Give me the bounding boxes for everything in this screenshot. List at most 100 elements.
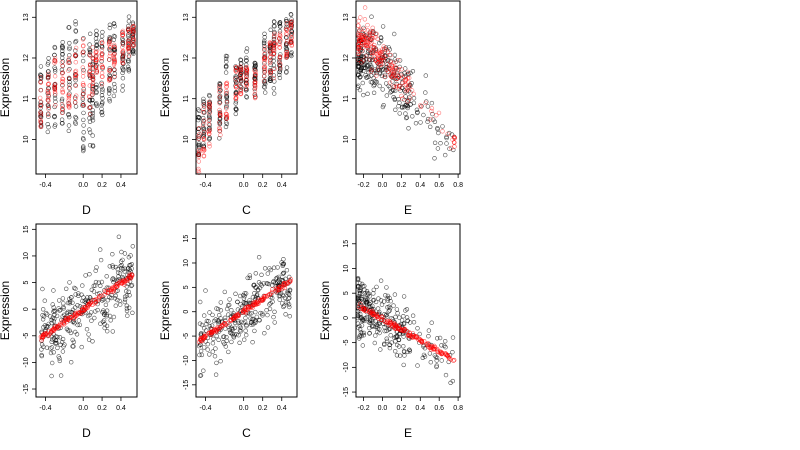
observed-point bbox=[227, 297, 232, 302]
observed-point bbox=[263, 90, 268, 95]
observed-point bbox=[224, 59, 229, 64]
fitted-point bbox=[38, 80, 43, 85]
fitted-point bbox=[268, 54, 273, 60]
observed-point bbox=[229, 339, 234, 345]
observed-point bbox=[372, 340, 377, 346]
observed-point bbox=[90, 110, 96, 116]
y-tick-label: 15 bbox=[343, 240, 350, 248]
fitted-point bbox=[278, 62, 283, 67]
fitted-point bbox=[87, 94, 92, 100]
observed-point bbox=[81, 67, 86, 73]
fitted-point bbox=[272, 66, 277, 72]
observed-point bbox=[98, 321, 103, 326]
observed-point bbox=[58, 373, 64, 378]
fitted-point bbox=[66, 56, 72, 61]
observed-point bbox=[262, 266, 268, 271]
fitted-point bbox=[360, 307, 365, 312]
observed-point bbox=[126, 255, 132, 260]
fitted-point bbox=[120, 60, 126, 66]
observed-point bbox=[73, 286, 78, 291]
observed-point bbox=[278, 67, 283, 72]
fitted-point bbox=[452, 144, 457, 149]
fitted-point bbox=[369, 67, 374, 72]
observed-point bbox=[120, 75, 126, 81]
fitted-point bbox=[440, 129, 445, 134]
y-tick-label: -10 bbox=[23, 357, 30, 367]
fitted-point bbox=[81, 307, 87, 313]
observed-point bbox=[435, 336, 440, 341]
observed-point bbox=[262, 79, 267, 84]
observed-point bbox=[221, 334, 226, 340]
observed-point bbox=[68, 360, 74, 365]
fitted-point bbox=[66, 92, 71, 98]
observed-point bbox=[242, 337, 247, 342]
fitted-point bbox=[73, 45, 79, 51]
fitted-point bbox=[103, 289, 109, 295]
fitted-point bbox=[244, 72, 249, 77]
fitted-point bbox=[66, 104, 72, 109]
observed-point bbox=[397, 58, 403, 63]
fitted-point bbox=[59, 106, 65, 112]
fitted-point bbox=[60, 83, 65, 88]
x-tick-label: 0.4 bbox=[277, 405, 287, 412]
observed-point bbox=[244, 58, 249, 63]
observed-point bbox=[87, 47, 92, 52]
observed-point bbox=[429, 320, 434, 325]
fitted-point bbox=[429, 106, 435, 111]
fitted-point bbox=[218, 325, 224, 330]
fitted-point bbox=[196, 339, 202, 345]
observed-point bbox=[94, 84, 99, 90]
observed-point bbox=[362, 291, 367, 296]
observed-point bbox=[227, 330, 233, 335]
observed-point bbox=[262, 85, 267, 90]
observed-point bbox=[360, 343, 365, 348]
observed-point bbox=[54, 313, 60, 319]
observed-point bbox=[405, 318, 410, 323]
fitted-point bbox=[107, 57, 112, 62]
observed-point bbox=[122, 299, 128, 305]
observed-point bbox=[435, 146, 441, 151]
observed-point bbox=[90, 115, 95, 121]
observed-point bbox=[212, 354, 218, 359]
observed-point bbox=[231, 335, 237, 340]
observed-point bbox=[274, 275, 280, 280]
fitted-point bbox=[219, 322, 225, 328]
fitted-point bbox=[80, 82, 86, 88]
observed-point bbox=[252, 64, 257, 70]
observed-point bbox=[383, 313, 389, 318]
observed-point bbox=[107, 97, 112, 102]
observed-point bbox=[363, 295, 369, 301]
fitted-point bbox=[125, 45, 131, 50]
observed-point bbox=[289, 53, 294, 59]
panel-5: -0.4 0.0 0.2 0.4 -15 -10 -5 0 5 10 15 C Expression bbox=[158, 223, 298, 440]
observed-point bbox=[126, 14, 132, 19]
fitted-point bbox=[217, 101, 222, 106]
y-tick-label: -10 bbox=[343, 362, 350, 372]
fitted-point bbox=[90, 84, 96, 90]
fitted-point bbox=[107, 76, 113, 81]
observed-point bbox=[267, 306, 273, 312]
observed-point bbox=[444, 135, 449, 141]
fitted-point bbox=[262, 64, 267, 70]
observed-point bbox=[196, 126, 201, 132]
x-tick-label: 0.0 bbox=[378, 405, 388, 412]
fitted-point bbox=[405, 87, 410, 93]
observed-point bbox=[198, 332, 204, 337]
x-tick-label: 0.2 bbox=[97, 182, 107, 189]
fitted-point bbox=[375, 36, 380, 41]
observed-point bbox=[110, 277, 115, 282]
observed-point bbox=[244, 55, 249, 60]
observed-point bbox=[73, 121, 78, 126]
observed-point bbox=[428, 360, 433, 365]
observed-point bbox=[87, 115, 92, 121]
observed-point bbox=[411, 95, 417, 101]
observed-point bbox=[235, 299, 240, 304]
fitted-point bbox=[66, 100, 71, 106]
fitted-point bbox=[100, 65, 105, 70]
fitted-point bbox=[38, 103, 43, 109]
observed-point bbox=[45, 129, 50, 135]
observed-point bbox=[279, 278, 284, 283]
fitted-point bbox=[59, 60, 65, 65]
observed-point bbox=[94, 89, 99, 95]
fitted-point bbox=[424, 342, 429, 347]
